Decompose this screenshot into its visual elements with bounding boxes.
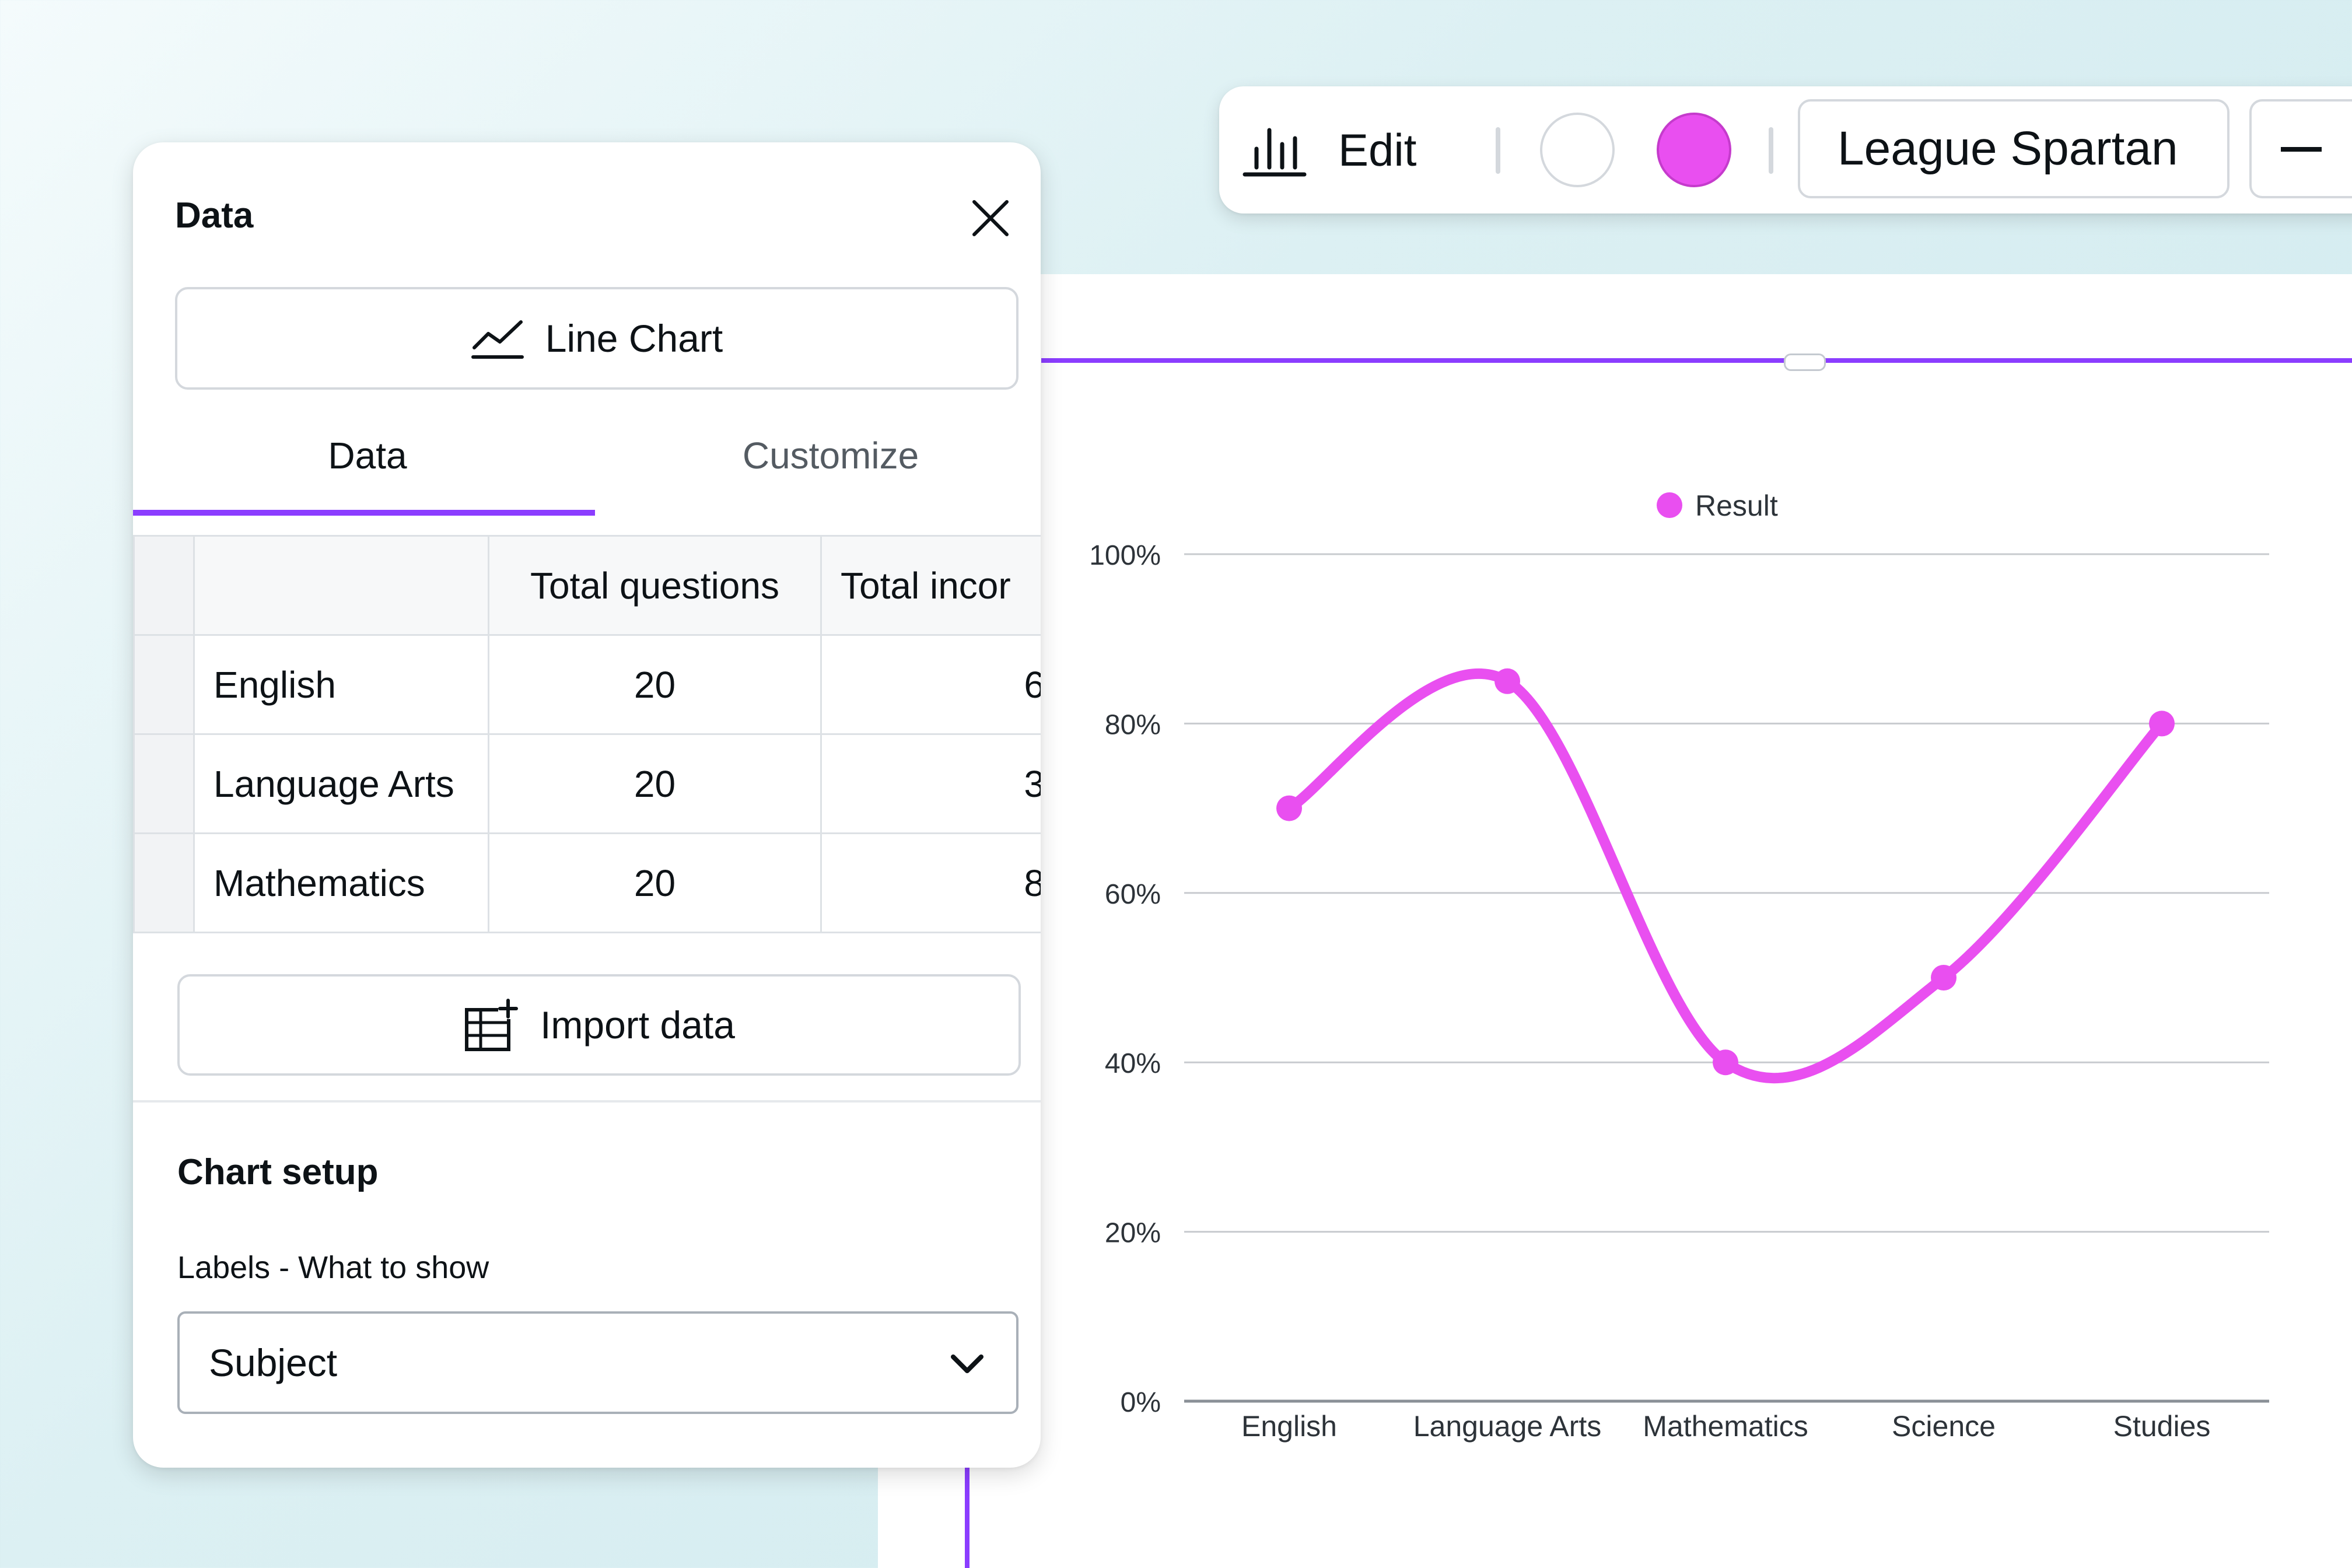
table-header-row: Total questions Total incor — [133, 535, 1041, 636]
row-handle[interactable] — [133, 733, 195, 834]
table-header-cell[interactable]: Total questions — [488, 535, 822, 636]
chart-setup-title: Chart setup — [177, 1152, 379, 1192]
active-tab-indicator — [133, 510, 595, 516]
table-cell[interactable]: English — [193, 634, 489, 735]
row-handle[interactable] — [133, 535, 195, 636]
y-tick-label: 100% — [1089, 540, 1161, 571]
labels-field-label: Labels - What to show — [177, 1250, 489, 1285]
data-point[interactable] — [1276, 795, 1302, 821]
section-divider — [133, 1100, 1041, 1102]
table-cell[interactable]: Language Arts — [193, 733, 489, 834]
close-icon — [972, 200, 1009, 236]
x-tick-label: Language Arts — [1413, 1410, 1602, 1443]
import-data-label: Import data — [540, 1003, 735, 1046]
table-cell[interactable]: 3 — [820, 733, 1041, 834]
table-cell[interactable]: 6 — [820, 634, 1041, 735]
data-panel: Data Line Chart Data Customize Total que… — [133, 142, 1041, 1468]
panel-title: Data — [175, 195, 254, 236]
cell-value: 6 — [841, 663, 1041, 706]
table-cell[interactable]: Mathematics — [193, 832, 489, 933]
edit-label: Edit — [1338, 124, 1417, 176]
y-tick-label: 40% — [1105, 1048, 1161, 1079]
legend-marker-result — [1657, 492, 1682, 518]
selection-border-left — [965, 1458, 970, 1568]
resize-handle[interactable] — [1784, 354, 1826, 371]
tab-data[interactable]: Data — [328, 435, 407, 477]
table-row: Mathematics 20 8 — [133, 832, 1041, 933]
close-button[interactable] — [961, 189, 1020, 247]
y-tick-label: 20% — [1105, 1218, 1161, 1249]
x-tick-label: Mathematics — [1643, 1410, 1808, 1443]
x-tick-label: Science — [1892, 1410, 1996, 1443]
chart-type-button[interactable]: Line Chart — [175, 287, 1019, 390]
data-point[interactable] — [1494, 668, 1520, 694]
font-size-decrease-button[interactable] — [2249, 99, 2352, 198]
x-tick-label: Studies — [2113, 1410, 2211, 1443]
series-line-result — [1284, 668, 2167, 1084]
chart-y-tick-labels: 0% 20% 40% 60% 80% 100% — [1089, 540, 1161, 1418]
line-chart-icon — [471, 320, 524, 359]
bar-chart-icon — [1242, 128, 1307, 177]
edit-chart-button[interactable]: Edit — [1242, 112, 1488, 188]
labels-select-value: Subject — [209, 1341, 338, 1384]
object-toolbar: Edit League Spartan — [1219, 86, 2352, 214]
table-header-cell[interactable]: Total incor — [820, 535, 1041, 636]
data-table: Total questions Total incor English 20 6… — [133, 535, 1041, 946]
data-point[interactable] — [1931, 965, 1957, 991]
table-row: English 20 6 — [133, 634, 1041, 735]
cell-value: 8 — [841, 862, 1041, 905]
chevron-down-icon — [951, 1354, 984, 1373]
color-swatch-magenta[interactable] — [1657, 113, 1731, 187]
labels-select[interactable]: Subject — [177, 1311, 1019, 1414]
table-cell[interactable]: 8 — [820, 832, 1041, 933]
row-handle[interactable] — [133, 634, 195, 735]
color-swatch-white[interactable] — [1540, 113, 1615, 187]
legend-label-result: Result — [1695, 489, 1778, 522]
table-cell[interactable]: 20 — [488, 733, 822, 834]
y-tick-label: 0% — [1121, 1387, 1161, 1418]
toolbar-divider — [1769, 127, 1773, 174]
table-cell[interactable]: 20 — [488, 832, 822, 933]
table-row: Language Arts 20 3 — [133, 733, 1041, 834]
tab-customize[interactable]: Customize — [742, 435, 919, 477]
font-family-selector[interactable]: League Spartan — [1798, 99, 2230, 198]
x-tick-label: English — [1241, 1410, 1337, 1443]
design-canvas[interactable] — [878, 274, 2352, 1568]
data-point[interactable] — [2149, 710, 2175, 737]
import-data-button[interactable]: Import data — [177, 974, 1021, 1076]
table-add-icon — [465, 999, 519, 1051]
chart-x-tick-labels: English Language Arts Mathematics Science St… — [1241, 1410, 2210, 1443]
row-handle[interactable] — [133, 832, 195, 933]
table-header-cell[interactable] — [193, 535, 489, 636]
chart-gridlines — [1184, 553, 2269, 1403]
table-cell[interactable]: 20 — [488, 634, 822, 735]
data-point[interactable] — [1713, 1049, 1738, 1076]
chart-type-label: Line Chart — [545, 317, 723, 360]
selection-border-top — [1041, 358, 2352, 363]
chart-legend[interactable]: Result — [1657, 489, 1778, 522]
toolbar-divider — [1496, 127, 1500, 174]
series-points-result — [1276, 668, 2175, 1076]
cell-value: 3 — [841, 762, 1041, 806]
y-tick-label: 60% — [1105, 879, 1161, 910]
y-tick-label: 80% — [1105, 709, 1161, 740]
